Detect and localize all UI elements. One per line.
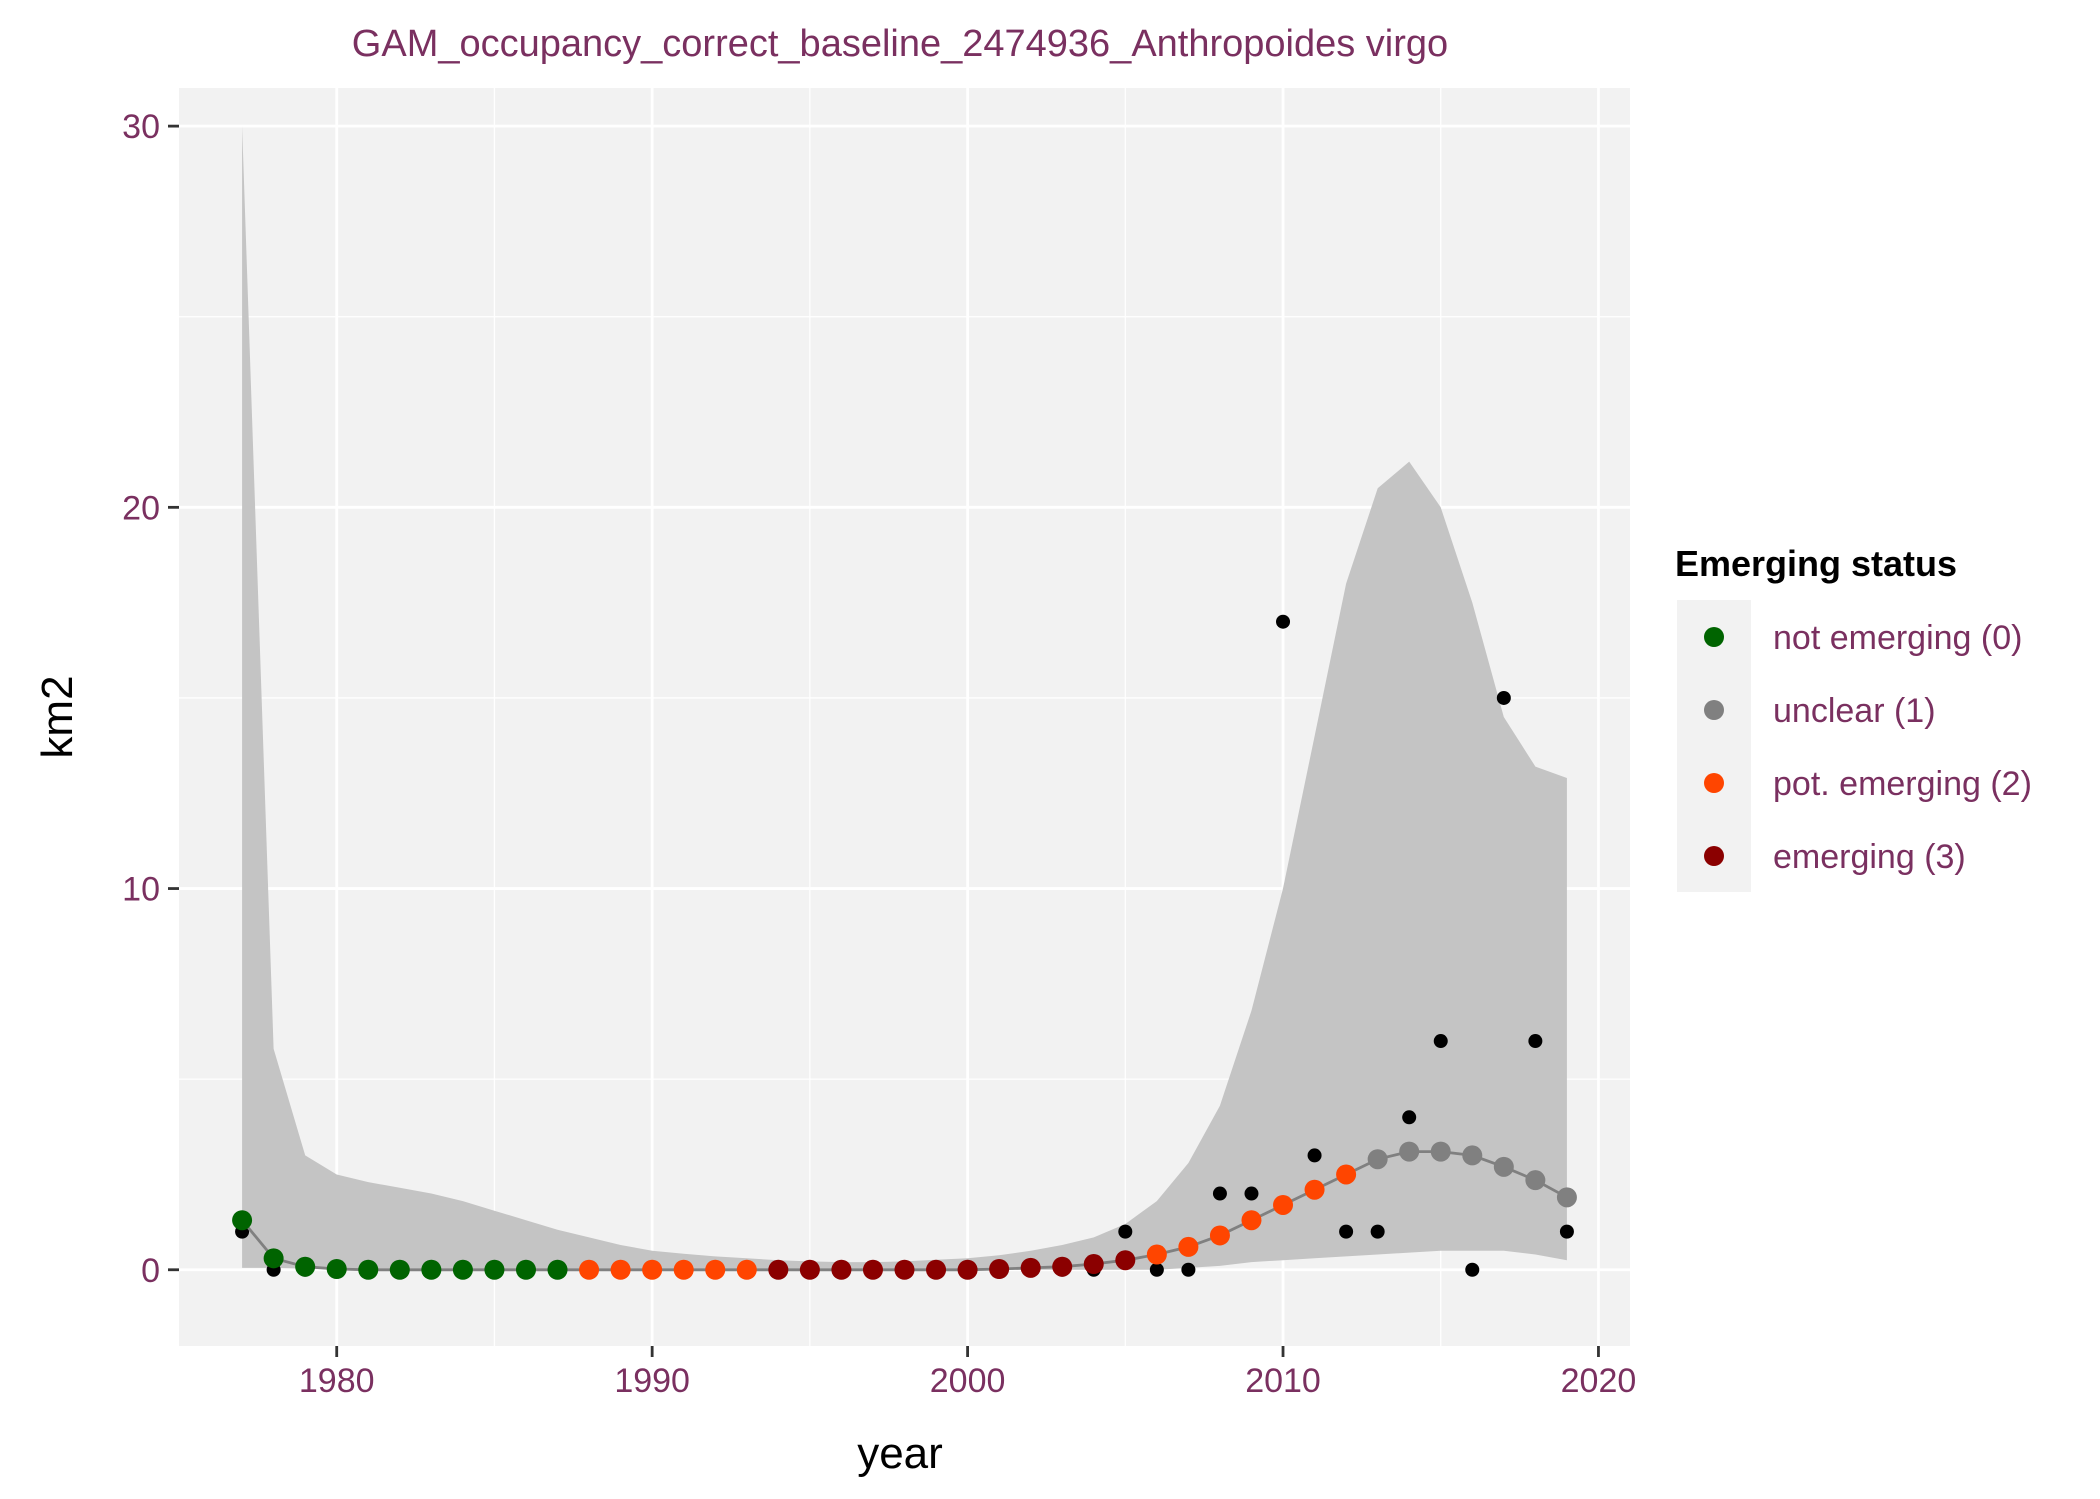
legend-key-2 <box>1704 773 1724 793</box>
fit-point <box>705 1259 726 1280</box>
legend-entries: not emerging (0) unclear (1) pot. emerging… <box>1704 619 2032 876</box>
observed-point <box>1276 614 1291 629</box>
x-tick-label: 2010 <box>1245 1362 1321 1400</box>
fit-point <box>736 1259 757 1280</box>
fit-point <box>1115 1250 1136 1271</box>
fit-point <box>579 1259 600 1280</box>
observed-point <box>1244 1186 1259 1201</box>
fit-point <box>642 1259 663 1280</box>
fit-point <box>926 1259 947 1280</box>
y-axis-label: km2 <box>33 675 82 758</box>
y-tick-label: 30 <box>122 108 160 146</box>
observed-point <box>1370 1224 1385 1239</box>
y-axis: 0 10 20 30 <box>122 108 179 1290</box>
fit-point <box>295 1256 316 1277</box>
fit-points <box>232 1141 1577 1280</box>
fit-point <box>1462 1145 1483 1166</box>
legend-key-1 <box>1704 700 1724 720</box>
x-tick-label: 2020 <box>1561 1362 1637 1400</box>
fit-point <box>1020 1257 1041 1278</box>
x-axis: 1980 1990 2000 2010 2020 <box>299 1346 1636 1400</box>
fit-point <box>1336 1164 1357 1185</box>
legend-key-0 <box>1704 627 1724 647</box>
fit-point <box>610 1259 631 1280</box>
fit-point <box>1178 1236 1199 1257</box>
fit-point <box>1052 1256 1073 1277</box>
legend-key-3 <box>1704 846 1724 866</box>
fit-point <box>484 1259 505 1280</box>
legend-label-2: pot. emerging (2) <box>1773 765 2032 803</box>
fit-point <box>989 1258 1010 1279</box>
y-tick-label: 10 <box>122 871 160 909</box>
fit-point <box>1399 1141 1420 1162</box>
x-tick-label: 1990 <box>614 1362 690 1400</box>
fit-point <box>1146 1244 1167 1265</box>
fit-point <box>1556 1187 1577 1208</box>
fit-point <box>326 1258 347 1279</box>
observed-point <box>1307 1148 1322 1163</box>
fit-point <box>894 1259 915 1280</box>
observed-point <box>1528 1034 1543 1049</box>
chart-title: GAM_occupancy_correct_baseline_2474936_A… <box>352 23 1448 65</box>
y-tick-label: 20 <box>122 489 160 527</box>
fit-point <box>1273 1194 1294 1215</box>
fit-point <box>1304 1179 1325 1200</box>
fit-point <box>358 1259 379 1280</box>
fit-point <box>957 1259 978 1280</box>
legend-label-3: emerging (3) <box>1773 838 1966 876</box>
fit-point <box>1430 1141 1451 1162</box>
fit-point <box>452 1259 473 1280</box>
fit-point <box>831 1259 852 1280</box>
legend: Emerging status not emerging (0) unclear … <box>1675 543 2032 892</box>
fit-point <box>1241 1210 1262 1231</box>
x-axis-label: year <box>857 1429 943 1478</box>
legend-label-0: not emerging (0) <box>1773 619 2022 657</box>
observed-point <box>1181 1262 1196 1277</box>
y-tick-label: 0 <box>141 1252 160 1290</box>
fit-point <box>263 1248 284 1269</box>
fit-point <box>232 1210 253 1231</box>
fit-point <box>1493 1156 1514 1177</box>
x-tick-label: 2000 <box>930 1362 1006 1400</box>
fit-point <box>515 1259 536 1280</box>
fit-point <box>389 1259 410 1280</box>
observed-point <box>1339 1224 1354 1239</box>
fit-point <box>1367 1149 1388 1170</box>
observed-point <box>1212 1186 1227 1201</box>
observed-point <box>1433 1034 1448 1049</box>
legend-label-1: unclear (1) <box>1773 692 1936 730</box>
legend-key-background <box>1677 600 1751 892</box>
fit-point <box>799 1259 820 1280</box>
x-tick-label: 1980 <box>299 1362 375 1400</box>
observed-point <box>1559 1224 1574 1239</box>
fit-point <box>768 1259 789 1280</box>
fit-point <box>1525 1170 1546 1191</box>
fit-point <box>862 1259 883 1280</box>
legend-title: Emerging status <box>1675 543 1957 584</box>
fit-point <box>421 1259 442 1280</box>
plot-panel <box>179 88 1630 1346</box>
fit-point <box>673 1259 694 1280</box>
observed-point <box>1149 1262 1164 1277</box>
observed-point <box>1496 690 1511 705</box>
fit-point <box>1209 1225 1230 1246</box>
fit-point <box>1083 1254 1104 1275</box>
observed-point <box>1118 1224 1133 1239</box>
observed-point <box>1465 1262 1480 1277</box>
fit-point <box>547 1259 568 1280</box>
observed-point <box>1402 1110 1417 1125</box>
